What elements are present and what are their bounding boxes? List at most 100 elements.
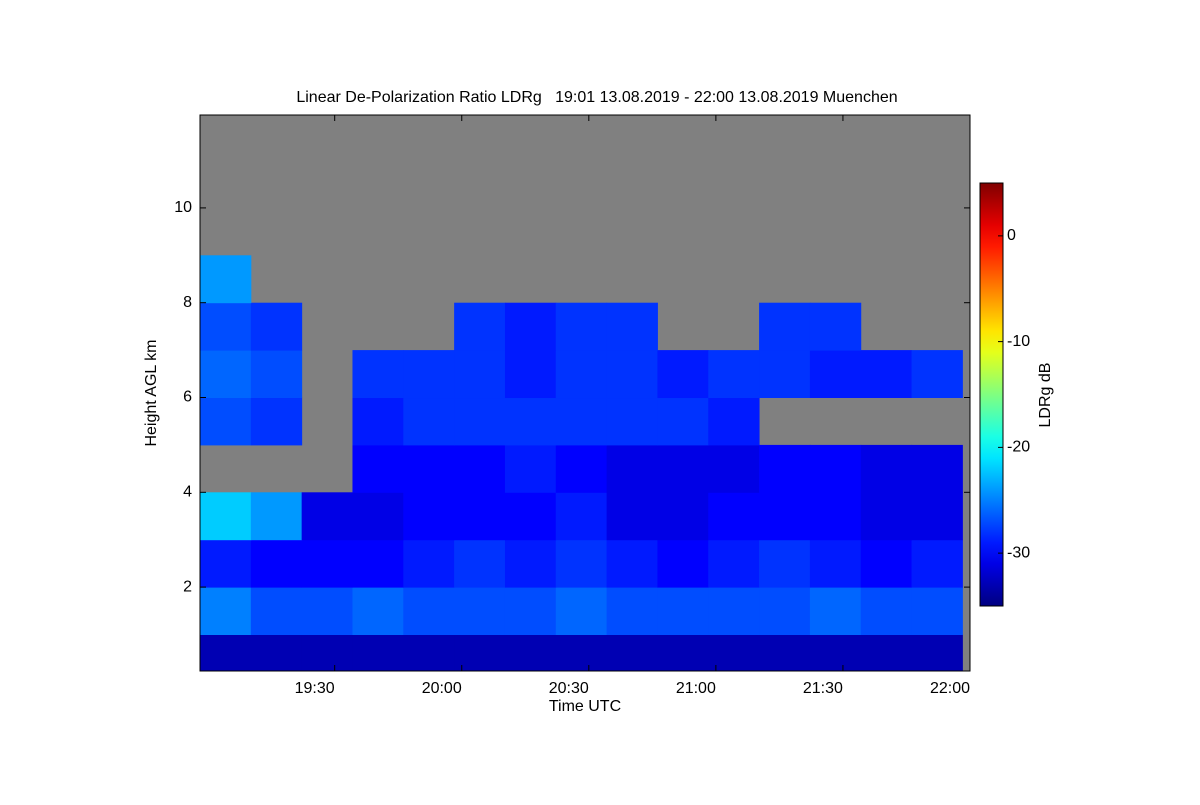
heatmap-cell [504, 350, 557, 399]
heatmap-cell [911, 492, 963, 541]
heatmap-cell [860, 350, 913, 399]
heatmap-cell [759, 492, 811, 541]
heatmap-cell [352, 397, 404, 446]
heatmap-cell [301, 587, 353, 636]
heatmap-cell [708, 397, 760, 446]
heatmap-cell [504, 302, 557, 351]
heatmap-cell [200, 539, 252, 588]
x-tick-label: 20:30 [549, 680, 589, 697]
heatmap-cell [606, 587, 658, 636]
heatmap-cell [403, 587, 455, 636]
heatmap-cell [301, 492, 353, 541]
heatmap-cell [759, 634, 811, 671]
heatmap-cell [504, 397, 557, 446]
y-tick-label: 6 [183, 389, 192, 406]
heatmap-cell [606, 634, 658, 671]
heatmap-cell [454, 302, 506, 351]
heatmap-cell [454, 444, 506, 493]
heatmap-cell [911, 539, 963, 588]
heatmap-cell [759, 350, 811, 399]
heatmap-cell [606, 492, 658, 541]
heatmap-cell [250, 539, 303, 588]
heatmap-cell [301, 539, 353, 588]
heatmap-cell [860, 634, 913, 671]
colorbar [979, 182, 1004, 607]
heatmap-cell [708, 492, 760, 541]
heatmap-cell [860, 587, 913, 636]
heatmap-cell [606, 350, 658, 399]
heatmap-cell [504, 587, 557, 636]
colorbar-tick-label: -20 [1007, 439, 1030, 456]
heatmap-cell [606, 302, 658, 351]
heatmap-cell [555, 634, 608, 671]
heatmap-cell [200, 587, 252, 636]
x-tick-label: 21:00 [676, 680, 716, 697]
heatmap-cell [200, 350, 252, 399]
heatmap-cell [657, 634, 709, 671]
heatmap-cell [555, 350, 608, 399]
heatmap-cell [911, 634, 963, 671]
heatmap-cell [860, 444, 913, 493]
heatmap-cell [860, 492, 913, 541]
heatmap-cell [352, 587, 404, 636]
heatmap-cell [555, 397, 608, 446]
heatmap-cell [708, 444, 760, 493]
heatmap-cell [454, 539, 506, 588]
heatmap-cell [403, 397, 455, 446]
heatmap-cell [759, 587, 811, 636]
heatmap-cell [454, 587, 506, 636]
heatmap-cell [454, 397, 506, 446]
heatmap-cell [809, 492, 862, 541]
heatmap-cell [250, 587, 303, 636]
heatmap-cell [606, 539, 658, 588]
heatmap-cell [759, 539, 811, 588]
heatmap-cell [809, 634, 862, 671]
heatmap-cell [250, 302, 303, 351]
heatmap-cell [759, 444, 811, 493]
heatmap-cell [657, 539, 709, 588]
heatmap-cell [200, 492, 252, 541]
colorbar-tick-label: -10 [1007, 333, 1030, 350]
heatmap-cell [504, 634, 557, 671]
heatmap-cell [454, 634, 506, 671]
heatmap-cell [250, 492, 303, 541]
heatmap-cell [403, 444, 455, 493]
heatmap-cell [809, 350, 862, 399]
colorbar-tick-label: -30 [1007, 544, 1030, 561]
y-axis-label: Height AGL km [143, 339, 160, 446]
colorbar-label: LDRg dB [1037, 363, 1054, 428]
chart-title: Linear De-Polarization Ratio LDRg 19:01 … [296, 89, 897, 106]
heatmap-cell [555, 302, 608, 351]
heatmap-cell [606, 397, 658, 446]
heatmap-cell [250, 634, 303, 671]
heatmap-cell [403, 634, 455, 671]
heatmap-cell [555, 444, 608, 493]
heatmap-cell [657, 444, 709, 493]
heatmap-cell [708, 587, 760, 636]
colorbar-tick-label: 0 [1007, 227, 1016, 244]
heatmap-cell [454, 492, 506, 541]
heatmap-cell [606, 444, 658, 493]
heatmap-cell [403, 539, 455, 588]
heatmap-cell [911, 587, 963, 636]
heatmap-cell [657, 587, 709, 636]
heatmap-cell [352, 350, 404, 399]
x-axis-label: Time UTC [549, 698, 621, 715]
heatmap-cell [809, 444, 862, 493]
heatmap-cell [250, 350, 303, 399]
x-tick-label: 19:30 [295, 680, 335, 697]
heatmap-cell [352, 492, 404, 541]
heatmap-cell [911, 444, 963, 493]
x-tick-label: 22:00 [930, 680, 970, 697]
y-tick-label: 4 [183, 484, 192, 501]
heatmap-cell [200, 302, 252, 351]
heatmap-cell [657, 492, 709, 541]
heatmap-cell [352, 634, 404, 671]
heatmap-cell [352, 444, 404, 493]
heatmap-cell [759, 302, 811, 351]
heatmap-cell [657, 397, 709, 446]
heatmap-cell [555, 539, 608, 588]
y-tick-label: 2 [183, 578, 192, 595]
heatmap-cell [504, 492, 557, 541]
